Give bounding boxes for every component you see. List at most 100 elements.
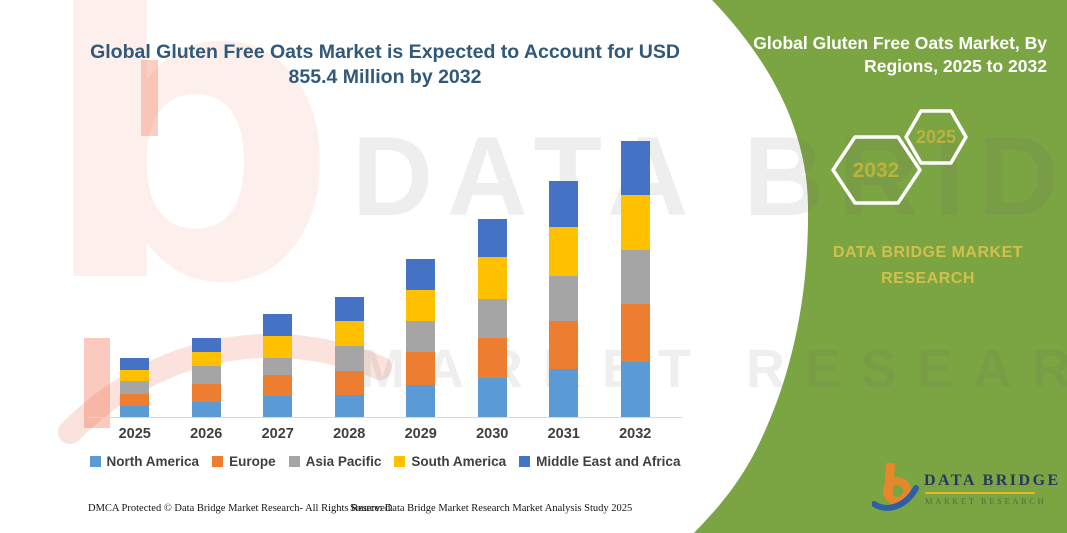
x-axis-label: 2027 xyxy=(261,426,294,442)
bar-segment xyxy=(120,381,150,394)
hexagon-year-2025: 2025 xyxy=(915,127,957,147)
bar-segment xyxy=(191,366,221,385)
bar-segment xyxy=(620,195,650,251)
logo-subtext: MARKET RESEARCH xyxy=(925,496,1047,506)
logo-underline xyxy=(925,492,1035,494)
legend-swatch xyxy=(394,456,406,467)
bar-segment xyxy=(334,320,364,346)
bar-segment xyxy=(120,394,150,406)
logo-text: DATA BRIDGE xyxy=(924,472,1061,489)
bar-column-2031 xyxy=(528,100,600,417)
bar-segment xyxy=(120,370,150,381)
hexagon-year-2032: 2032 xyxy=(852,159,900,182)
legend-label: North America xyxy=(106,454,200,469)
stacked-bar-2028 xyxy=(334,297,364,417)
panel-brand-text: DATA BRIDGE MARKET RESEARCH xyxy=(798,240,1058,292)
bar-column-2029 xyxy=(385,100,457,417)
bar-segment xyxy=(406,352,436,386)
bar-segment xyxy=(191,384,221,402)
stacked-bar-2029 xyxy=(406,259,436,417)
legend-label: Asia Pacific xyxy=(305,454,382,469)
panel-brand-line1: DATA BRIDGE MARKET xyxy=(832,244,1024,261)
bar-segment xyxy=(620,250,650,305)
bar-segment xyxy=(620,304,650,362)
bar-segment xyxy=(549,227,579,277)
bar-segment xyxy=(549,369,579,417)
bar-segment xyxy=(334,297,364,321)
x-axis-label: 2031 xyxy=(547,426,580,442)
bar-segment xyxy=(263,358,293,376)
panel-title-line1: Global Gluten Free Oats Market, By xyxy=(753,33,1047,53)
x-axis-label: 2030 xyxy=(476,426,509,442)
legend-item: South America xyxy=(394,454,506,469)
bar-segment xyxy=(477,299,507,338)
bar-segment xyxy=(477,257,507,300)
bar-segment xyxy=(191,338,221,352)
bar-segment xyxy=(120,358,150,370)
bar-segment xyxy=(620,141,650,196)
bar-segment xyxy=(334,345,364,371)
bar-column-2025 xyxy=(99,100,171,417)
bar-segment xyxy=(549,276,579,322)
legend: North America Europe Asia Pacific South Ame… xyxy=(88,454,682,469)
x-axis-label: 2025 xyxy=(118,426,151,442)
footer-dmca-text: DMCA Protected © Data Bridge Market Rese… xyxy=(88,503,393,514)
x-axis-label: 2029 xyxy=(404,426,437,442)
stacked-bar-2027 xyxy=(263,313,293,417)
bar-segment xyxy=(549,321,579,370)
legend-item: Europe xyxy=(212,454,276,469)
stacked-bar-2031 xyxy=(549,181,579,417)
x-axis-label: 2026 xyxy=(190,426,223,442)
bar-segment xyxy=(263,313,293,337)
stacked-bar-2030 xyxy=(477,219,507,417)
bar-segment xyxy=(263,336,293,359)
legend-swatch xyxy=(519,456,531,467)
legend-label: South America xyxy=(411,454,507,469)
bar-segment xyxy=(120,406,150,417)
panel-title: Global Gluten Free Oats Market, By Regio… xyxy=(717,32,1047,78)
bar-segment xyxy=(406,259,436,290)
x-axis-line xyxy=(88,417,682,418)
legend-swatch xyxy=(89,456,101,467)
bar-segment xyxy=(406,289,436,322)
bar-column-2032 xyxy=(600,100,672,417)
legend-label: Middle East and Africa xyxy=(536,454,681,469)
bar-segment xyxy=(191,351,221,367)
legend-item: North America xyxy=(89,454,200,469)
green-panel-shape xyxy=(694,0,1067,533)
bar-segment xyxy=(477,337,507,378)
panel-brand-line2: RESEARCH xyxy=(881,270,975,287)
chart-title-line1: Global Gluten Free Oats Market is Expect… xyxy=(90,41,680,63)
x-axis-label: 2032 xyxy=(619,426,652,442)
chart-title: Global Gluten Free Oats Market is Expect… xyxy=(88,40,682,90)
data-bridge-logo: DATA BRIDGE MARKET RESEARCH xyxy=(872,458,1058,518)
hexagon-small xyxy=(904,109,968,165)
bar-segment xyxy=(334,370,364,395)
legend-item: Asia Pacific xyxy=(288,454,382,469)
legend-item: Middle East and Africa xyxy=(519,454,680,469)
bar-segment xyxy=(620,361,650,417)
bar-segment xyxy=(477,377,507,417)
bar-segment xyxy=(549,181,579,228)
bar-segment xyxy=(263,395,293,417)
legend-swatch xyxy=(212,456,224,467)
bar-column-2030 xyxy=(457,100,529,417)
stacked-bar-2032 xyxy=(620,141,650,417)
bar-segment xyxy=(334,394,364,417)
x-axis-labels: 2025 2026 2027 2028 2029 2030 2031 2032 xyxy=(99,426,671,442)
panel-title-line2: Regions, 2025 to 2032 xyxy=(864,56,1047,76)
bar-segment xyxy=(263,375,293,396)
stacked-bar-2026 xyxy=(191,338,221,417)
hexagon-large xyxy=(831,135,922,205)
legend-label: Europe xyxy=(229,454,276,469)
bar-segment xyxy=(191,401,221,417)
x-axis-label: 2028 xyxy=(333,426,366,442)
bar-segment xyxy=(406,385,436,417)
bar-column-2026 xyxy=(171,100,243,417)
bar-column-2027 xyxy=(242,100,314,417)
chart-title-line2: 855.4 Million by 2032 xyxy=(288,66,482,88)
bar-segment xyxy=(477,219,507,258)
